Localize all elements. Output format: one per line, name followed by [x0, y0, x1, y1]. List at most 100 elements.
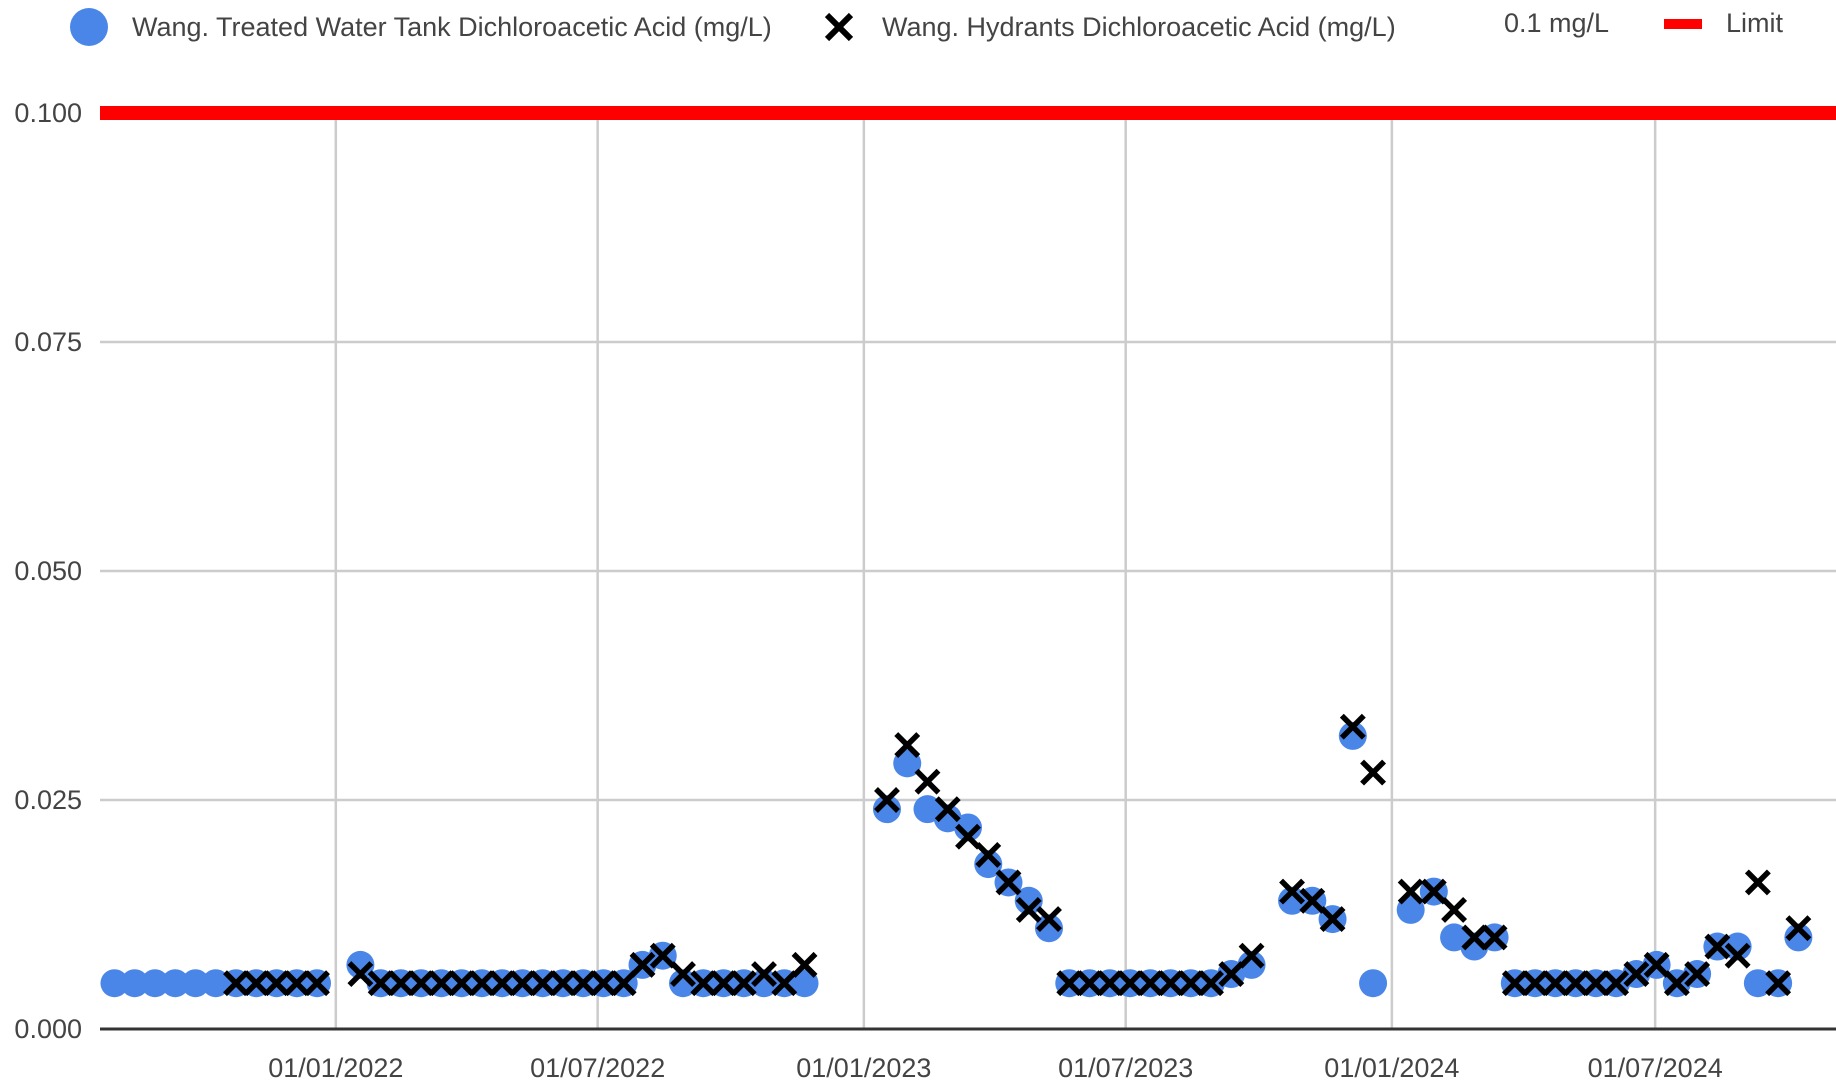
hydrants-point — [1724, 942, 1751, 969]
hydrants-point — [649, 942, 676, 969]
hydrants-point — [347, 961, 374, 987]
hydrants-point — [1542, 970, 1569, 997]
hydrants-point — [408, 970, 435, 997]
legend-item-limit-value: 0.1 mg/L — [1504, 8, 1609, 39]
treated-point — [1035, 914, 1064, 943]
legend-label-treated: Wang. Treated Water Tank Dichloroacetic … — [132, 11, 772, 42]
hydrants-point — [771, 970, 798, 997]
hydrants-point — [1522, 970, 1549, 997]
hydrants-point — [1279, 878, 1305, 905]
y-tick-label: 0.025 — [14, 785, 82, 815]
y-tick-label: 0.075 — [14, 327, 82, 357]
hydrants-point — [1603, 970, 1630, 997]
treated-point — [1278, 886, 1307, 915]
legend-swatch-hydrants — [824, 12, 854, 42]
x-tick-label: 01/07/2024 — [1588, 1053, 1723, 1083]
hydrants-point — [1684, 961, 1711, 987]
hydrants-point — [894, 732, 921, 758]
hydrants-point — [1339, 713, 1366, 740]
hydrants-point — [1015, 896, 1042, 923]
hydrants-point — [1562, 970, 1589, 997]
hydrants-point — [1420, 878, 1447, 905]
legend-label-limit-value: 0.1 mg/L — [1504, 8, 1610, 38]
x-tick-label: 01/01/2024 — [1324, 1053, 1459, 1083]
hydrants-point — [1643, 951, 1670, 978]
hydrants-point — [670, 961, 696, 987]
treated-point — [201, 969, 230, 998]
treated-point — [1723, 932, 1752, 961]
treated-point — [161, 969, 190, 998]
hydrants-point — [570, 970, 597, 997]
treated-point — [140, 969, 169, 998]
hydrants-point — [243, 970, 270, 997]
treated-point — [346, 950, 375, 979]
y-tick-label: 0.050 — [14, 556, 82, 586]
hydrants-point — [468, 970, 495, 997]
treated-point — [893, 749, 922, 778]
hydrants-point — [730, 970, 757, 997]
legend: Wang. Treated Water Tank Dichloroacetic … — [0, 0, 1836, 60]
y-tick-label: 0.000 — [14, 1014, 82, 1044]
hydrants-point — [1461, 924, 1488, 951]
hydrants-point — [1785, 915, 1812, 942]
treated-point — [1237, 950, 1266, 979]
treated-point — [1014, 886, 1043, 915]
hydrants-point — [690, 970, 717, 997]
hydrants-point — [283, 970, 310, 997]
hydrants-point — [1360, 759, 1387, 786]
hydrants-point — [1198, 970, 1224, 997]
hydrants-point — [975, 842, 1002, 868]
hydrants-point — [710, 970, 737, 997]
hydrants-point — [263, 970, 290, 997]
hydrants-point — [914, 768, 941, 795]
x-tick-label: 01/07/2023 — [1058, 1053, 1193, 1083]
legend-item-treated[interactable]: Wang. Treated Water Tank Dichloroacetic … — [70, 8, 772, 46]
y-tick-label: 0.100 — [14, 98, 82, 128]
treated-point — [750, 969, 779, 998]
legend-label-hydrants: Wang. Hydrants Dichloroacetic Acid (mg/L… — [882, 11, 1396, 42]
hydrants-point — [1623, 961, 1650, 987]
treated-point — [790, 969, 819, 998]
hydrants-point — [387, 970, 414, 997]
treated-point — [1338, 721, 1367, 750]
hydrants-point — [549, 970, 576, 997]
legend-item-hydrants[interactable]: Wang. Hydrants Dichloroacetic Acid (mg/L… — [820, 8, 1396, 46]
hydrants-point — [1501, 970, 1528, 997]
hydrants-point — [1319, 906, 1346, 933]
hydrants-point — [367, 970, 394, 997]
grid — [100, 111, 1836, 1029]
hydrants-point — [529, 970, 556, 997]
hydrants-point — [1765, 970, 1792, 997]
x-tick-label: 01/07/2022 — [530, 1053, 665, 1083]
hydrants-point — [1663, 970, 1690, 997]
treated-point — [1743, 969, 1772, 998]
hydrants-point — [1076, 970, 1103, 997]
treated-point — [181, 969, 210, 998]
hydrants-point — [629, 951, 656, 978]
hydrants-point — [1744, 869, 1771, 896]
treated-point — [669, 969, 698, 998]
legend-label-limit: Limit — [1726, 8, 1784, 38]
hydrants-point — [1218, 961, 1245, 987]
treated-point — [974, 850, 1003, 879]
hydrants-point — [223, 970, 249, 997]
hydrants-point — [610, 970, 637, 997]
hydrants-point — [509, 970, 536, 997]
legend-swatch-limit — [1664, 18, 1702, 29]
treated-point — [1396, 895, 1425, 924]
hydrants-point — [1238, 942, 1265, 969]
treated-point — [954, 813, 982, 842]
hydrants-point — [590, 970, 617, 997]
hydrants-point — [934, 796, 961, 823]
hydrants-point — [1582, 970, 1609, 997]
hydrants-point — [874, 787, 900, 813]
legend-swatch-treated — [70, 8, 108, 46]
hydrants-point — [955, 823, 981, 850]
hydrants-point — [489, 970, 516, 997]
treated-point — [1784, 923, 1813, 952]
legend-item-limit[interactable]: Limit — [1664, 8, 1783, 39]
hydrants-point — [1704, 933, 1731, 960]
series-treated — [100, 721, 1813, 998]
treated-point — [872, 795, 901, 824]
axes: 0.000 0.025 0.050 0.075 0.100 01/01/2022 01/07… — [14, 98, 1836, 1083]
